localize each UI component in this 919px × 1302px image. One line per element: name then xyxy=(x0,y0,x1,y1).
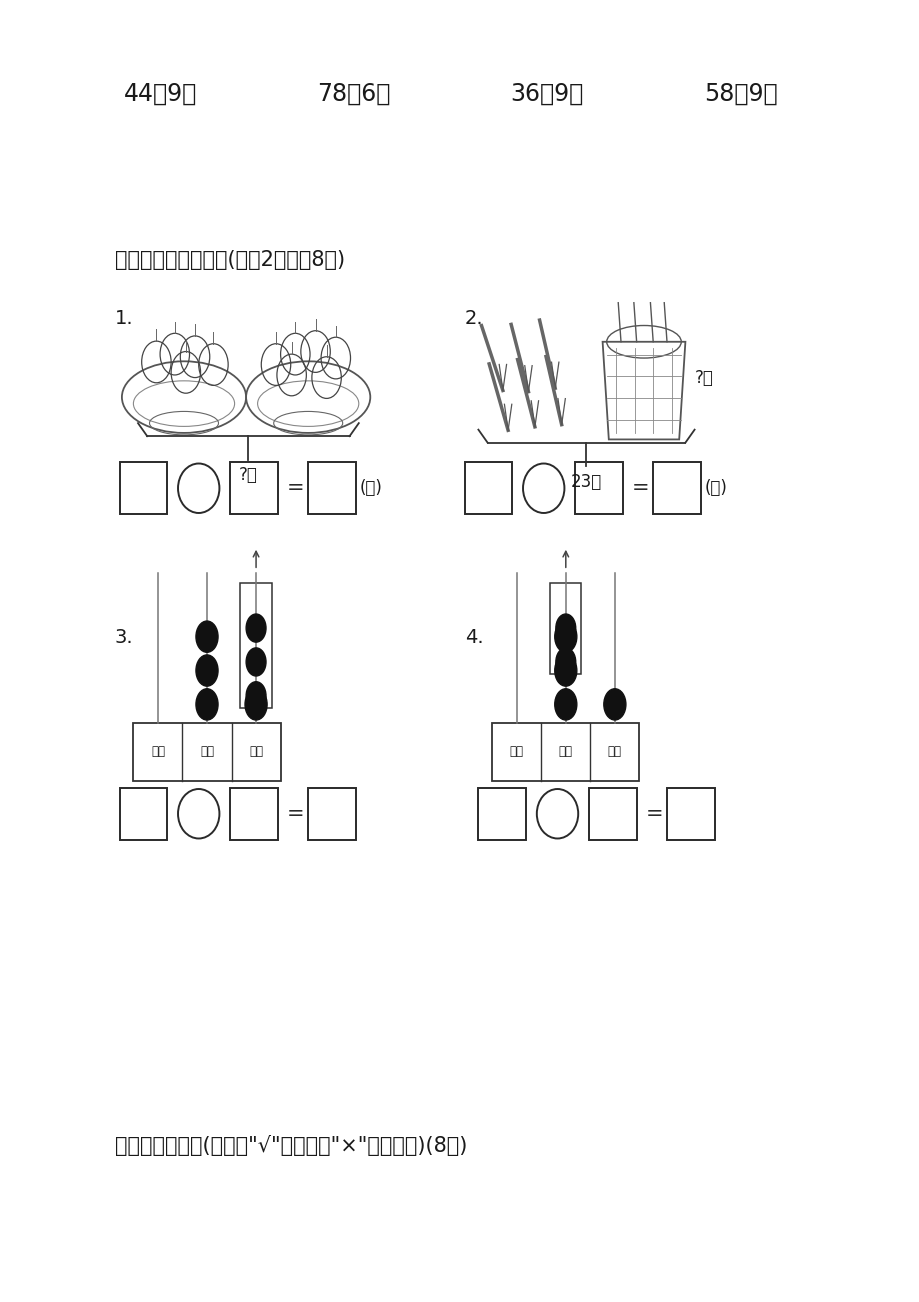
Text: 七、森林医生。(对的画"√"，错的画"×"，并改正)(8分): 七、森林医生。(对的画"√"，错的画"×"，并改正)(8分) xyxy=(115,1135,467,1156)
Text: =: = xyxy=(287,478,304,499)
Circle shape xyxy=(246,648,266,676)
Circle shape xyxy=(554,655,576,686)
Text: (个): (个) xyxy=(704,479,727,497)
Circle shape xyxy=(246,682,266,710)
Text: 十位: 十位 xyxy=(558,746,573,758)
Text: 百位: 百位 xyxy=(509,746,523,758)
Text: 2.: 2. xyxy=(464,310,482,328)
Circle shape xyxy=(196,655,218,686)
Text: ?个: ?个 xyxy=(239,466,257,484)
Text: (个): (个) xyxy=(359,479,382,497)
Text: 十位: 十位 xyxy=(199,746,214,758)
Text: =: = xyxy=(287,803,304,824)
Text: =: = xyxy=(645,803,663,824)
Circle shape xyxy=(555,615,575,642)
Circle shape xyxy=(244,689,267,720)
Text: 六、看图列式计算。(每题2分，共8分): 六、看图列式计算。(每题2分，共8分) xyxy=(115,250,345,271)
Circle shape xyxy=(555,648,575,676)
Circle shape xyxy=(554,621,576,652)
Circle shape xyxy=(603,689,625,720)
Text: 78－6＝: 78－6＝ xyxy=(317,82,391,105)
Text: 个位: 个位 xyxy=(249,746,263,758)
Circle shape xyxy=(196,621,218,652)
Circle shape xyxy=(196,689,218,720)
Text: 3.: 3. xyxy=(115,629,133,647)
Text: 1.: 1. xyxy=(115,310,133,328)
Text: 58－9＝: 58－9＝ xyxy=(703,82,777,105)
Text: 百位: 百位 xyxy=(151,746,165,758)
Text: 个位: 个位 xyxy=(607,746,621,758)
Text: 23个: 23个 xyxy=(571,473,601,491)
Text: 44＋9＝: 44＋9＝ xyxy=(124,82,198,105)
Text: 4.: 4. xyxy=(464,629,482,647)
Text: =: = xyxy=(631,478,649,499)
Circle shape xyxy=(246,615,266,642)
Circle shape xyxy=(554,689,576,720)
Text: 36＋9＝: 36＋9＝ xyxy=(510,82,584,105)
Text: ?个: ?个 xyxy=(694,368,713,387)
